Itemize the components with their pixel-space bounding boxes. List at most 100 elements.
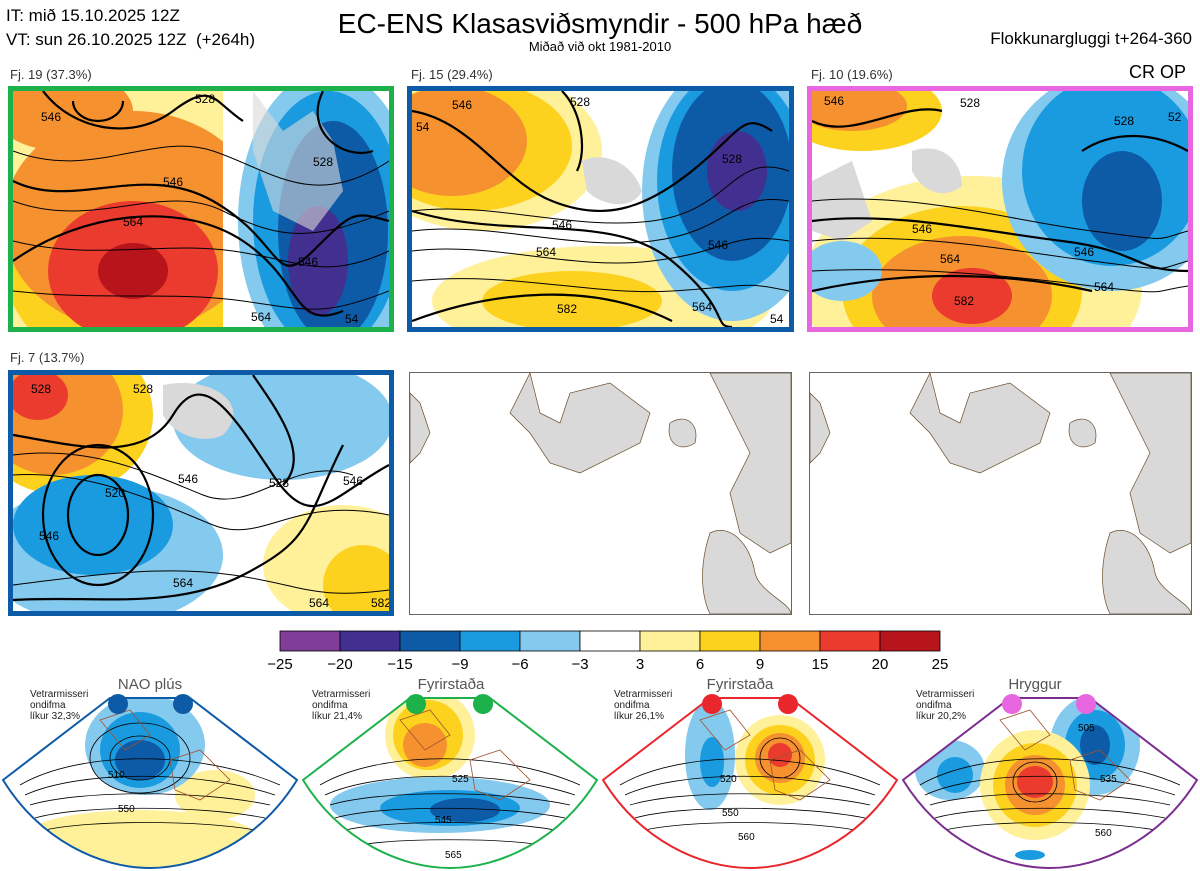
contour-label: 546 xyxy=(298,255,318,269)
regime-2-marker xyxy=(473,694,493,714)
contour-label: 54 xyxy=(770,312,784,326)
regime-2-marker xyxy=(406,694,426,714)
regime-4-name: Hryggur xyxy=(1008,676,1062,693)
cluster-panel-2: 546 54 528 528 546 546 564 582 564 54 xyxy=(407,86,794,332)
page-title: EC-ENS Klasasviðsmyndir - 500 hPa hæð xyxy=(337,8,863,39)
regime-4-marker xyxy=(1002,694,1022,714)
contour-label: 582 xyxy=(954,294,974,308)
panel-4-label: Fj. 7 (13.7%) xyxy=(10,350,85,365)
cluster-panel-1: 546 528 546 528 564 546 564 54 xyxy=(8,86,394,332)
regime-map-2: 525 545 565 xyxy=(301,694,599,870)
contour-label: 546 xyxy=(452,98,472,112)
contour-label: 565 xyxy=(445,850,462,861)
contour-label: 54 xyxy=(416,120,430,134)
contour-label: 510 xyxy=(108,770,125,781)
cluster-map-3: 546 528 528 52 546 564 546 564 582 xyxy=(812,91,1188,327)
colorbar-bin xyxy=(579,630,641,652)
colorbar-tick-label: 6 xyxy=(695,656,705,673)
regime-3-name: Fyrirstaða xyxy=(706,676,774,693)
contour-label: 546 xyxy=(41,110,61,124)
contour-label: 546 xyxy=(178,472,198,486)
colorbar-bin xyxy=(399,630,461,652)
colorbar-bin xyxy=(339,630,401,652)
cluster-panel-3: 546 528 528 52 546 564 546 564 582 xyxy=(807,86,1193,332)
contour-label: 564 xyxy=(940,252,960,266)
contour-label: 582 xyxy=(557,302,577,316)
contour-label: 528 xyxy=(722,152,742,166)
contour-label: 546 xyxy=(552,218,572,232)
cluster-panel-4: 528 528 528 546 546 520 546 564 564 582 xyxy=(8,370,394,616)
cluster-map-2: 546 54 528 528 546 546 564 582 564 54 xyxy=(412,91,789,327)
contour-label: 528 xyxy=(31,382,51,396)
contour-label: 564 xyxy=(536,245,556,259)
contour-label: 560 xyxy=(738,832,755,843)
colorbar-tick-label: 15 xyxy=(811,656,829,673)
colorbar-bin xyxy=(279,630,341,652)
cluster-map-4: 528 528 528 546 546 520 546 564 564 582 xyxy=(13,375,389,611)
colorbar-bin xyxy=(819,630,881,652)
colorbar-tick-label: −9 xyxy=(451,656,469,673)
contour-label: 546 xyxy=(39,529,59,543)
contour-label: 528 xyxy=(960,96,980,110)
contour-label: 528 xyxy=(313,155,333,169)
empty-map-1 xyxy=(410,373,791,614)
colorbar-tick-label: −15 xyxy=(387,656,413,673)
crop-label: CR OP xyxy=(1128,62,1186,82)
colorbar-tick-label: −20 xyxy=(327,656,353,673)
contour-label: 52 xyxy=(1168,110,1182,124)
colorbar-bin xyxy=(519,630,581,652)
contour-label: 564 xyxy=(692,300,712,314)
contour-label: 564 xyxy=(123,215,143,229)
empty-map-panel-2 xyxy=(809,372,1192,615)
colorbar-tick-label: 25 xyxy=(931,656,949,673)
empty-map-panel-1 xyxy=(409,372,792,615)
regime-2-info: Vetrarmisseri ondifma líkur 21,4% xyxy=(312,689,371,722)
contour-label: 564 xyxy=(173,576,193,590)
contour-label: 546 xyxy=(912,222,932,236)
panel-1-label: Fj. 19 (37.3%) xyxy=(10,67,92,82)
contour-label: 528 xyxy=(570,95,590,109)
colorbar-tick-label: 3 xyxy=(635,656,645,673)
contour-label: 564 xyxy=(251,310,271,324)
contour-label: 520 xyxy=(105,486,125,500)
colorbar-tick-label: 20 xyxy=(871,656,889,673)
header-dates: IT: mið 15.10.2025 12Z VT: sun 26.10.202… xyxy=(6,4,255,52)
contour-label: 528 xyxy=(133,382,153,396)
regime-4-marker xyxy=(1076,694,1096,714)
empty-map-2 xyxy=(810,373,1191,614)
page-subtitle: Miðað við okt 1981-2010 xyxy=(528,39,672,54)
regime-3-marker xyxy=(702,694,722,714)
contour-label: 550 xyxy=(722,808,739,819)
colorbar xyxy=(279,630,941,652)
regime-map-4: 505 535 560 xyxy=(901,694,1199,870)
colorbar-bin xyxy=(639,630,701,652)
regime-3-info: Vetrarmisseri ondifma líkur 26,1% xyxy=(614,689,673,722)
contour-label: 528 xyxy=(1114,114,1134,128)
contour-label: 525 xyxy=(452,774,469,785)
regime-1-marker xyxy=(173,694,193,714)
regime-map-3: 520 550 560 xyxy=(601,694,899,870)
classification-window: Flokkunargluggi t+264-360 xyxy=(990,29,1192,48)
contour-label: 564 xyxy=(309,596,329,610)
colorbar-tick-label: 9 xyxy=(755,656,765,673)
colorbar-bin xyxy=(459,630,521,652)
regime-1-info: Vetrarmisseri ondifma líkur 32,3% xyxy=(30,689,89,722)
regime-3-marker xyxy=(778,694,798,714)
colorbar-tick-label: −25 xyxy=(267,656,293,673)
contour-label: 520 xyxy=(720,774,737,785)
contour-label: 546 xyxy=(163,175,183,189)
contour-label: 564 xyxy=(1094,280,1114,294)
regime-4-info: Vetrarmisseri ondifma líkur 20,2% xyxy=(916,689,975,722)
regime-1-marker xyxy=(108,694,128,714)
contour-label: 560 xyxy=(1095,828,1112,839)
valid-time: VT: sun 26.10.2025 12Z (+264h) xyxy=(6,30,256,49)
contour-label: 550 xyxy=(118,804,135,815)
regime-1-name: NAO plús xyxy=(117,676,183,693)
colorbar-bin xyxy=(699,630,761,652)
contour-label: 528 xyxy=(269,476,289,490)
contour-label: 546 xyxy=(343,474,363,488)
cluster-map-1: 546 528 546 528 564 546 564 54 xyxy=(13,91,389,327)
init-time: IT: mið 15.10.2025 12Z xyxy=(6,6,180,25)
contour-label: 546 xyxy=(824,94,844,108)
colorbar-tick-label: −6 xyxy=(511,656,529,673)
